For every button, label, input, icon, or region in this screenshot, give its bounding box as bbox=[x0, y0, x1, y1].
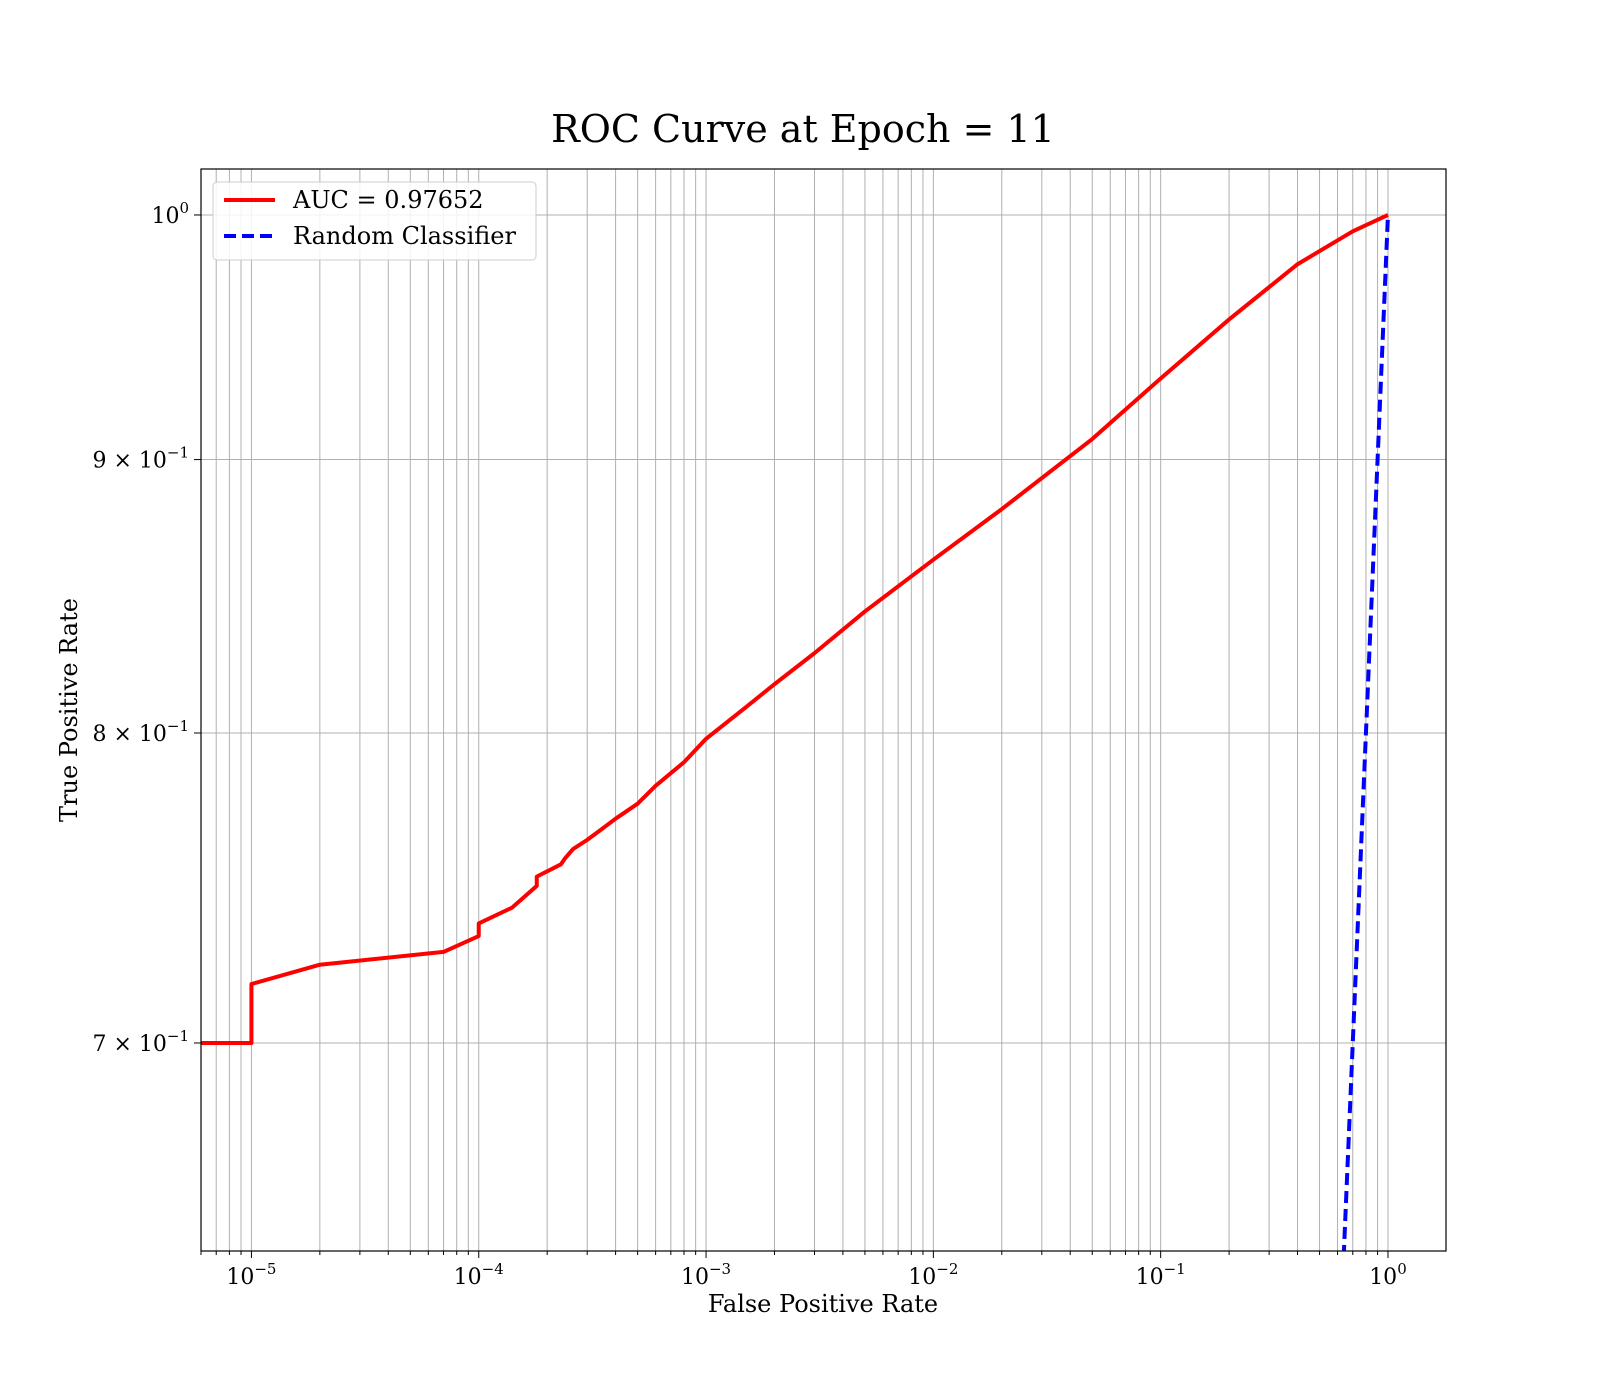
legend-box bbox=[212, 181, 537, 261]
x-tick-label: 10−4 bbox=[454, 1260, 504, 1290]
x-tick-label: 10−5 bbox=[226, 1260, 276, 1290]
y-tick-label: 8 × 10−1 bbox=[92, 717, 189, 747]
legend: AUC = 0.97652 Random Classifier bbox=[212, 181, 537, 261]
y-tick-label: 9 × 10−1 bbox=[92, 444, 189, 474]
plot-frame bbox=[200, 168, 1447, 1252]
legend-label-random: Random Classifier bbox=[293, 222, 516, 250]
x-tick-label: 10−3 bbox=[681, 1260, 731, 1290]
roc-curve-line bbox=[201, 213, 1389, 1045]
y-axis-label: True Positive Rate bbox=[55, 598, 83, 822]
y-axis-ticks: 7 × 10−1 8 × 10−1 9 × 10−1 100 bbox=[92, 199, 201, 1057]
x-axis-ticks: 10−5 10−4 10−3 10−2 10−1 100 bbox=[200, 1251, 1407, 1290]
x-tick-label: 100 bbox=[1369, 1260, 1407, 1290]
legend-label-auc: AUC = 0.97652 bbox=[292, 186, 484, 214]
x-axis-label: False Positive Rate bbox=[708, 1290, 938, 1318]
series-layer bbox=[201, 213, 1390, 1251]
y-tick-label: 100 bbox=[151, 199, 189, 229]
chart-title: ROC Curve at Epoch = 11 bbox=[551, 107, 1055, 151]
grid bbox=[200, 169, 1446, 1251]
x-tick-label: 10−2 bbox=[908, 1260, 958, 1290]
y-tick-label: 7 × 10−1 bbox=[92, 1027, 189, 1057]
x-tick-label: 10−1 bbox=[1136, 1260, 1186, 1290]
random-classifier-line bbox=[1341, 214, 1390, 1251]
